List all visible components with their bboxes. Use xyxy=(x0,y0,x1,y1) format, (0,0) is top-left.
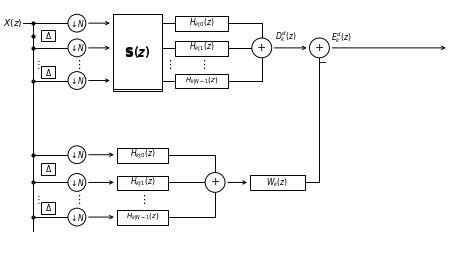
Text: $\downarrow\!N$: $\downarrow\!N$ xyxy=(69,149,85,160)
Bar xyxy=(116,176,168,190)
Text: $\vdots$: $\vdots$ xyxy=(73,58,81,71)
Text: $H_{k|1}(z)$: $H_{k|1}(z)$ xyxy=(188,41,214,55)
Bar xyxy=(41,163,55,174)
Text: $\downarrow\!N$: $\downarrow\!N$ xyxy=(69,42,85,53)
Text: $H_{k|N-1}(z)$: $H_{k|N-1}(z)$ xyxy=(185,75,218,87)
Text: $-$: $-$ xyxy=(317,56,326,66)
Text: $\mathbf{S}(z)$: $\mathbf{S}(z)$ xyxy=(124,44,150,59)
Text: $X(z)$: $X(z)$ xyxy=(3,17,23,29)
Circle shape xyxy=(205,173,224,192)
Bar xyxy=(175,41,228,56)
Text: $D_k^d(z)$: $D_k^d(z)$ xyxy=(274,30,296,44)
Circle shape xyxy=(68,146,86,164)
Text: $H_{k|0}(z)$: $H_{k|0}(z)$ xyxy=(129,148,155,162)
Text: $\vdots$: $\vdots$ xyxy=(33,193,41,206)
Circle shape xyxy=(68,208,86,226)
Circle shape xyxy=(251,38,271,58)
Text: $\vdots$: $\vdots$ xyxy=(73,193,81,206)
Circle shape xyxy=(68,39,86,57)
Bar xyxy=(112,14,162,92)
Bar xyxy=(175,16,228,31)
Bar xyxy=(41,66,55,78)
Text: $\Delta$: $\Delta$ xyxy=(45,163,51,174)
Text: $\mathbf{S}(z)$: $\mathbf{S}(z)$ xyxy=(124,45,150,60)
Circle shape xyxy=(68,173,86,191)
Bar xyxy=(175,74,228,88)
Bar xyxy=(112,14,162,89)
Text: $\downarrow\!N$: $\downarrow\!N$ xyxy=(69,18,85,29)
Bar xyxy=(41,202,55,214)
Text: $H_{k|0}(z)$: $H_{k|0}(z)$ xyxy=(188,17,214,31)
Bar xyxy=(249,174,304,190)
Text: $H_{k|1}(z)$: $H_{k|1}(z)$ xyxy=(129,176,155,190)
Text: $\downarrow\!N$: $\downarrow\!N$ xyxy=(69,75,85,86)
Text: $\vdots$: $\vdots$ xyxy=(164,58,172,71)
Text: $\vdots$: $\vdots$ xyxy=(33,58,41,71)
Text: $\vdots$: $\vdots$ xyxy=(138,193,146,206)
Text: $\vdots$: $\vdots$ xyxy=(197,58,205,71)
Text: $\Delta$: $\Delta$ xyxy=(45,202,51,213)
Circle shape xyxy=(68,14,86,32)
Text: $\downarrow\!N$: $\downarrow\!N$ xyxy=(69,177,85,188)
Text: $\Delta$: $\Delta$ xyxy=(45,30,51,41)
Circle shape xyxy=(68,72,86,89)
Text: +: + xyxy=(210,177,219,187)
Text: $H_{k|N-1}(z)$: $H_{k|N-1}(z)$ xyxy=(126,212,159,223)
Text: $\Delta$: $\Delta$ xyxy=(45,67,51,78)
Text: $W_k(z)$: $W_k(z)$ xyxy=(266,176,288,189)
Bar xyxy=(41,30,55,41)
Text: +: + xyxy=(257,43,266,53)
Circle shape xyxy=(309,38,329,58)
Text: $\downarrow\!N$: $\downarrow\!N$ xyxy=(69,212,85,223)
Bar xyxy=(116,210,168,225)
Bar xyxy=(116,148,168,163)
Text: $E_k^d(z)$: $E_k^d(z)$ xyxy=(331,30,351,46)
Text: +: + xyxy=(314,43,324,53)
